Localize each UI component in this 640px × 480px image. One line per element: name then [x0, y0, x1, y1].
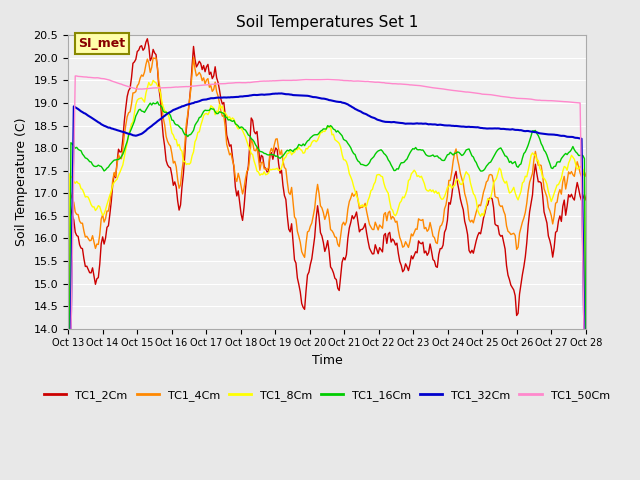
TC1_4Cm [555, 191, 563, 197]
TC1_50Cm [555, 98, 563, 104]
TC1_2Cm [237, 211, 245, 217]
TC1_4Cm [246, 154, 253, 160]
Y-axis label: Soil Temperature (C): Soil Temperature (C) [15, 118, 28, 246]
TC1_50Cm [582, 443, 589, 449]
Line: TC1_50Cm: TC1_50Cm [68, 76, 586, 480]
TC1_50Cm [129, 85, 137, 91]
TC1_16Cm [237, 124, 245, 130]
TC1_32Cm [292, 92, 300, 98]
TC1_16Cm [246, 133, 253, 139]
TC1_16Cm [220, 111, 228, 117]
TC1_16Cm [555, 159, 563, 165]
Line: TC1_16Cm: TC1_16Cm [68, 102, 586, 480]
TC1_8Cm [582, 435, 589, 441]
TC1_8Cm [64, 433, 72, 439]
TC1_32Cm [236, 94, 244, 99]
TC1_2Cm [220, 100, 228, 106]
TC1_50Cm [220, 81, 228, 86]
TC1_2Cm [246, 142, 253, 148]
TC1_8Cm [220, 110, 228, 116]
TC1_50Cm [292, 77, 300, 83]
Title: Soil Temperatures Set 1: Soil Temperatures Set 1 [236, 15, 418, 30]
TC1_32Cm [555, 132, 563, 138]
TC1_4Cm [127, 101, 135, 107]
TC1_2Cm [143, 36, 151, 42]
Line: TC1_8Cm: TC1_8Cm [68, 81, 586, 438]
TC1_32Cm [582, 444, 589, 450]
TC1_4Cm [237, 184, 245, 190]
TC1_8Cm [292, 146, 300, 152]
TC1_8Cm [127, 121, 135, 127]
TC1_2Cm [292, 260, 300, 266]
TC1_2Cm [555, 218, 563, 224]
Legend: TC1_2Cm, TC1_4Cm, TC1_8Cm, TC1_16Cm, TC1_32Cm, TC1_50Cm: TC1_2Cm, TC1_4Cm, TC1_8Cm, TC1_16Cm, TC1… [40, 385, 614, 405]
Line: TC1_2Cm: TC1_2Cm [68, 39, 586, 480]
Line: TC1_4Cm: TC1_4Cm [68, 58, 586, 480]
TC1_8Cm [246, 146, 253, 152]
TC1_32Cm [244, 93, 252, 99]
TC1_4Cm [582, 173, 589, 179]
TC1_16Cm [292, 146, 300, 152]
TC1_16Cm [582, 357, 589, 363]
TC1_50Cm [246, 80, 253, 85]
TC1_8Cm [237, 125, 245, 131]
TC1_2Cm [582, 197, 589, 203]
TC1_8Cm [149, 78, 157, 84]
TC1_4Cm [292, 216, 300, 222]
Text: SI_met: SI_met [78, 37, 125, 50]
TC1_32Cm [127, 132, 135, 137]
Line: TC1_32Cm: TC1_32Cm [68, 94, 586, 480]
TC1_8Cm [555, 182, 563, 188]
TC1_16Cm [154, 99, 161, 105]
TC1_16Cm [127, 126, 135, 132]
X-axis label: Time: Time [312, 354, 342, 367]
TC1_32Cm [218, 95, 226, 100]
TC1_32Cm [278, 91, 285, 96]
TC1_4Cm [220, 113, 228, 119]
TC1_4Cm [189, 55, 197, 60]
TC1_50Cm [72, 73, 79, 79]
TC1_50Cm [237, 80, 245, 85]
TC1_2Cm [127, 75, 135, 81]
